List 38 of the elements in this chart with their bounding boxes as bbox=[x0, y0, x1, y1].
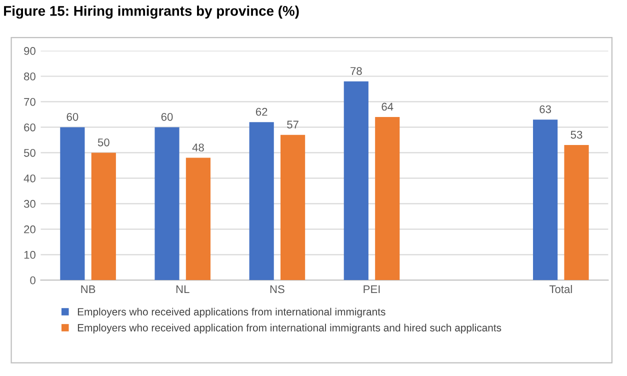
data-label: 48 bbox=[192, 144, 204, 152]
data-label: 63 bbox=[540, 105, 551, 114]
bar bbox=[564, 145, 589, 280]
bar bbox=[186, 158, 211, 280]
x-tick-label: Total bbox=[549, 284, 572, 294]
data-label: 62 bbox=[256, 108, 268, 116]
y-tick-label: 70 bbox=[24, 98, 36, 106]
y-tick-label: 80 bbox=[24, 72, 36, 80]
bar bbox=[375, 117, 400, 280]
data-label: 78 bbox=[350, 67, 362, 75]
bar bbox=[154, 127, 180, 280]
x-tick-label: PEI bbox=[364, 285, 380, 294]
data-label: 64 bbox=[382, 102, 394, 111]
bar bbox=[344, 81, 368, 280]
y-tick-label: 30 bbox=[24, 200, 36, 208]
y-tick-label: 60 bbox=[24, 123, 36, 132]
y-tick-label: 90 bbox=[24, 47, 36, 55]
x-tick-label: NS bbox=[270, 285, 284, 294]
y-tick-label: 10 bbox=[24, 250, 36, 259]
x-tick-label: NB bbox=[81, 285, 96, 294]
data-label: 57 bbox=[287, 120, 298, 128]
y-tick-label: 20 bbox=[24, 225, 36, 234]
legend-label: Employers who received applications from international immigrants bbox=[78, 308, 386, 318]
data-label: 50 bbox=[98, 138, 110, 146]
bar bbox=[249, 122, 274, 280]
bar bbox=[60, 127, 85, 280]
legend-label: Employers who received application from international immigrants and hired such applicants bbox=[78, 324, 502, 334]
data-label: 60 bbox=[161, 112, 173, 121]
x-tick-label: NL bbox=[176, 285, 190, 294]
y-tick-label: 50 bbox=[24, 148, 36, 157]
y-tick-label: 0 bbox=[30, 276, 36, 284]
data-label: 53 bbox=[570, 130, 582, 139]
data-label: 60 bbox=[66, 112, 78, 121]
bar bbox=[533, 120, 558, 280]
chart-title: Figure 15: Hiring immigrants by province (%) bbox=[4, 6, 299, 19]
bar bbox=[91, 152, 116, 280]
y-tick-label: 40 bbox=[24, 174, 36, 182]
bar bbox=[280, 134, 306, 280]
